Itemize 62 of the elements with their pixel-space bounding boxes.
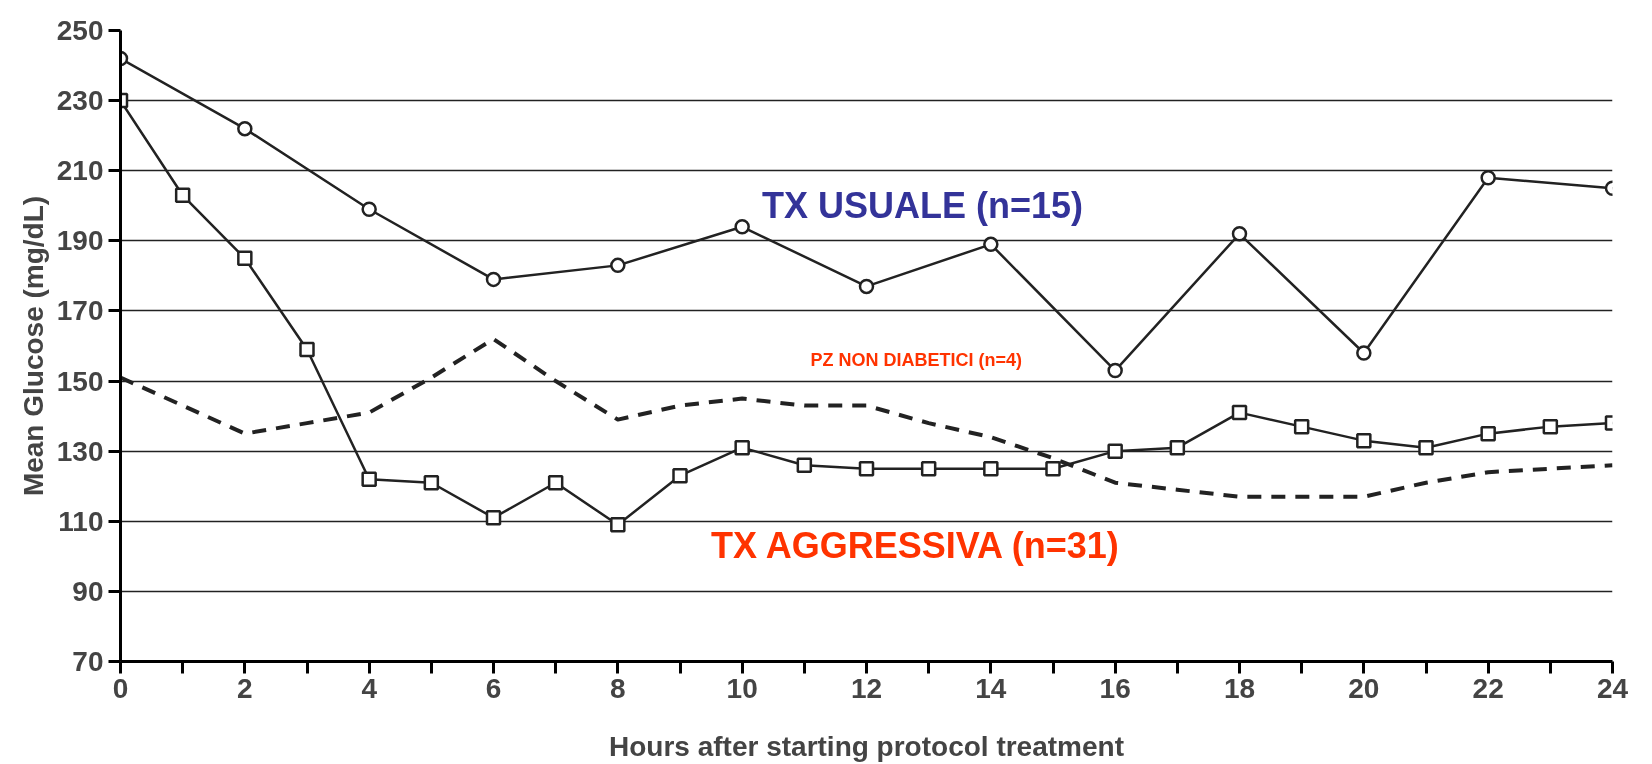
point <box>1293 418 1310 435</box>
point <box>858 460 875 477</box>
point <box>1231 404 1248 421</box>
point <box>1480 425 1496 442</box>
point <box>485 271 502 288</box>
x-tick-label: 16 <box>1099 672 1131 704</box>
point <box>734 219 750 235</box>
x-tick-label: 4 <box>361 672 378 704</box>
y-tick-label: 110 <box>58 505 104 537</box>
y-axis-title: Mean Glucose (mg/dL) <box>17 195 49 497</box>
point <box>796 457 813 473</box>
x-axis-title: Hours after starting protocol treatment <box>609 730 1124 762</box>
series-label: TX USUALE (n=15) <box>761 185 1083 227</box>
point <box>1418 439 1434 456</box>
point <box>1356 345 1372 361</box>
point <box>858 278 875 295</box>
x-tick-label: 22 <box>1472 672 1504 704</box>
point <box>610 257 626 274</box>
y-tick-label: 130 <box>56 435 104 467</box>
point <box>237 250 253 267</box>
series-label: TX AGGRESSIVA (n=31) <box>711 525 1119 567</box>
x-tick-label: 12 <box>850 672 883 704</box>
point <box>237 120 253 137</box>
point <box>485 510 502 526</box>
x-tick-label: 20 <box>1348 672 1380 704</box>
series-label: PZ NON DIABETICI (n=4) <box>810 350 1022 371</box>
y-tick-label: 190 <box>56 225 104 257</box>
point <box>983 236 999 253</box>
point <box>734 439 750 456</box>
point <box>1107 443 1123 459</box>
point <box>361 201 377 218</box>
x-tick-label: 10 <box>726 672 758 704</box>
point <box>423 474 440 491</box>
point <box>672 467 688 484</box>
point <box>361 471 377 487</box>
y-tick-label: 150 <box>56 365 104 397</box>
point <box>174 187 191 204</box>
point <box>1542 418 1559 435</box>
point <box>610 517 626 533</box>
point <box>1480 170 1496 186</box>
point <box>920 460 937 477</box>
point <box>983 460 999 477</box>
y-tick-label: 170 <box>56 295 104 327</box>
y-tick-label: 70 <box>72 646 104 677</box>
point <box>1045 460 1061 477</box>
y-tick-label: 210 <box>56 155 104 187</box>
point <box>1231 226 1248 242</box>
x-tick-label: 0 <box>112 672 129 704</box>
point <box>1169 439 1186 456</box>
x-tick-label: 8 <box>610 672 626 704</box>
point <box>299 341 315 358</box>
x-tick-label: 2 <box>237 672 253 704</box>
point <box>547 474 564 491</box>
x-tick-label: 6 <box>485 672 502 704</box>
x-tick-label: 18 <box>1223 672 1256 704</box>
y-tick-label: 90 <box>72 575 104 607</box>
y-tick-label: 250 <box>56 15 104 46</box>
x-tick-label: 24 <box>1596 672 1629 704</box>
point <box>1356 432 1372 449</box>
x-tick-label: 14 <box>975 672 1007 704</box>
point <box>1107 362 1123 379</box>
y-tick-label: 230 <box>56 85 104 117</box>
